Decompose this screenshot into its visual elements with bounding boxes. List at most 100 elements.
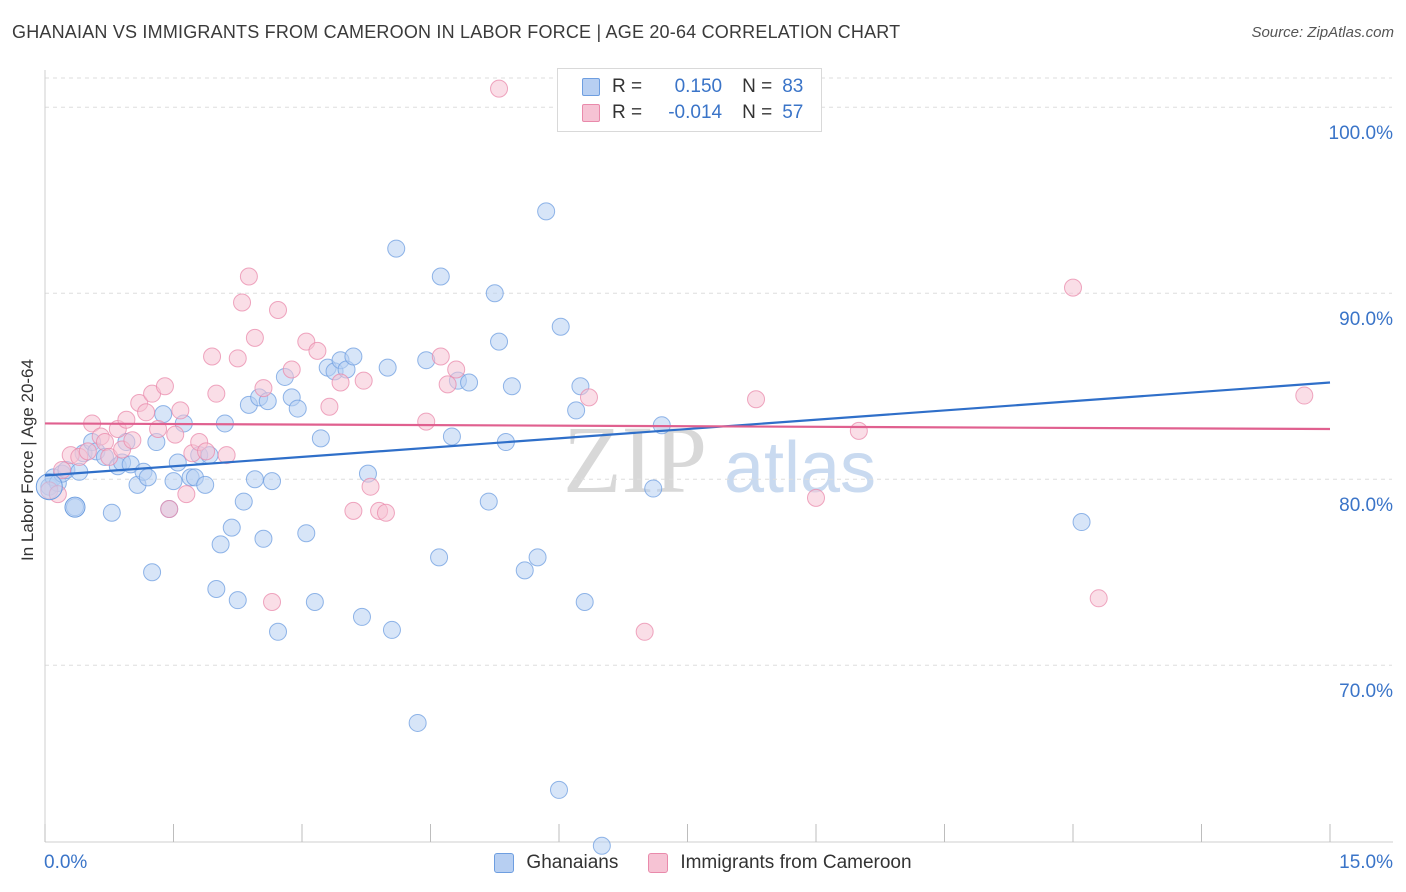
cameroon-point (579, 388, 598, 407)
cameroon-point (207, 384, 226, 403)
ghanaian-point (408, 713, 427, 732)
ghanaian-point (222, 518, 241, 537)
n-value: 83 (782, 76, 804, 97)
legend-label-ghanaians: Ghanaians (526, 852, 619, 873)
y-tick-label: 100.0% (1328, 123, 1393, 145)
ghanaian-point (551, 317, 570, 336)
n-value: 57 (782, 102, 804, 123)
ghanaian-point (431, 267, 450, 286)
ghanaian-point (378, 358, 397, 377)
cameroon-point (849, 421, 868, 440)
r-label: R = (612, 102, 643, 123)
ghanaian-point (254, 529, 273, 548)
ghanaian-point (143, 563, 162, 582)
ghanaian-point-cluster (35, 473, 63, 501)
cameroon-point (263, 593, 282, 612)
ghanaian-point (269, 622, 288, 641)
ghanaian-point (234, 492, 253, 511)
ghanaian-point (550, 780, 568, 799)
r-value: -0.014 (668, 102, 723, 123)
cameroon-point (233, 293, 252, 312)
cameroon-point (228, 349, 247, 368)
cameroon-point (431, 347, 450, 366)
legend-swatch-ghanaians (494, 853, 515, 873)
ghanaian-point (430, 548, 449, 567)
cameroon-point (447, 360, 466, 379)
cameroon-point (344, 501, 363, 520)
cameroon-point (438, 375, 457, 394)
legend-row-cameroon: R = -0.014 N = 57 (582, 100, 803, 126)
ghanaian-trend-line (44, 381, 1331, 477)
cameroon-trend-line (44, 422, 1331, 431)
legend-row-ghanaians: R = 0.150 N = 83 (582, 74, 803, 100)
legend-swatch-blue (582, 78, 600, 96)
cameroon-point (417, 412, 436, 431)
cameroon-point (1295, 386, 1314, 405)
cameroon-point (117, 410, 136, 429)
r-value: 0.150 (674, 76, 723, 97)
ghanaian-point (263, 472, 282, 491)
axes (44, 70, 1393, 843)
cameroon-point (282, 360, 301, 379)
cameroon-point (171, 401, 190, 420)
legend-swatch-pink (582, 104, 600, 122)
cameroon-point (254, 379, 273, 398)
ghanaian-point (207, 580, 226, 599)
cameroon-point (245, 328, 264, 347)
cameroon-point (239, 267, 258, 286)
ghanaian-point (305, 593, 324, 612)
cameroon-point (78, 442, 97, 461)
ghanaian-point (228, 591, 247, 610)
cameroon-point (160, 500, 179, 519)
grid-lines (45, 77, 1392, 666)
cameroon-point (1089, 589, 1108, 608)
ghanaian-point (102, 503, 121, 522)
ghanaian-point (297, 524, 316, 543)
cameroon-point (137, 403, 156, 422)
cameroon-point (95, 433, 114, 452)
cameroon-point (177, 485, 196, 504)
trend-lines (44, 381, 1331, 477)
cameroon-point (354, 371, 373, 390)
watermark-zip: ZIP (563, 406, 707, 513)
cameroon-point (320, 397, 339, 416)
cameroon-point (166, 425, 185, 444)
ghanaian-point (311, 429, 330, 448)
ghanaian-point (245, 470, 264, 489)
n-label: N = (742, 76, 773, 97)
ghanaian-point (387, 239, 406, 258)
cameroon-point (155, 377, 174, 396)
ghanaian-point (537, 202, 556, 221)
ghanaian-point (196, 475, 215, 494)
x-tick-label-max: 15.0% (1339, 852, 1393, 873)
cameroon-point (376, 503, 395, 522)
cameroon-point (123, 431, 142, 450)
ghanaian-point (502, 377, 521, 396)
ghanaian-point (528, 548, 547, 567)
ghanaian-point (515, 561, 534, 580)
ghanaian-point (490, 332, 509, 351)
ghanaian-point (288, 399, 307, 418)
ghanaian-point (352, 607, 371, 626)
ghanaian-point (592, 836, 611, 855)
ghanaian-point (164, 472, 183, 491)
cameroon-point (361, 477, 380, 496)
y-tick-label: 80.0% (1339, 495, 1393, 517)
legend-item-cameroon: Immigrants from Cameroon (648, 852, 912, 874)
legend-item-ghanaians: Ghanaians (494, 852, 618, 874)
watermark-atlas: atlas (724, 428, 876, 508)
ghanaian-point-cluster (64, 496, 86, 518)
series-legend: Ghanaians Immigrants from Cameroon (0, 852, 1406, 874)
ghanaian-point (644, 479, 663, 498)
cameroon-point (203, 347, 222, 366)
legend-swatch-cameroon (648, 853, 669, 873)
ghanaian-point (168, 453, 187, 472)
ghanaian-point (460, 373, 479, 392)
ghanaian-point (382, 620, 401, 639)
ghanaian-point (442, 427, 461, 446)
cameroon-point (747, 390, 766, 409)
r-label: R = (612, 76, 643, 97)
y-tick-label: 70.0% (1339, 681, 1393, 703)
x-tick-label-min: 0.0% (44, 852, 88, 873)
